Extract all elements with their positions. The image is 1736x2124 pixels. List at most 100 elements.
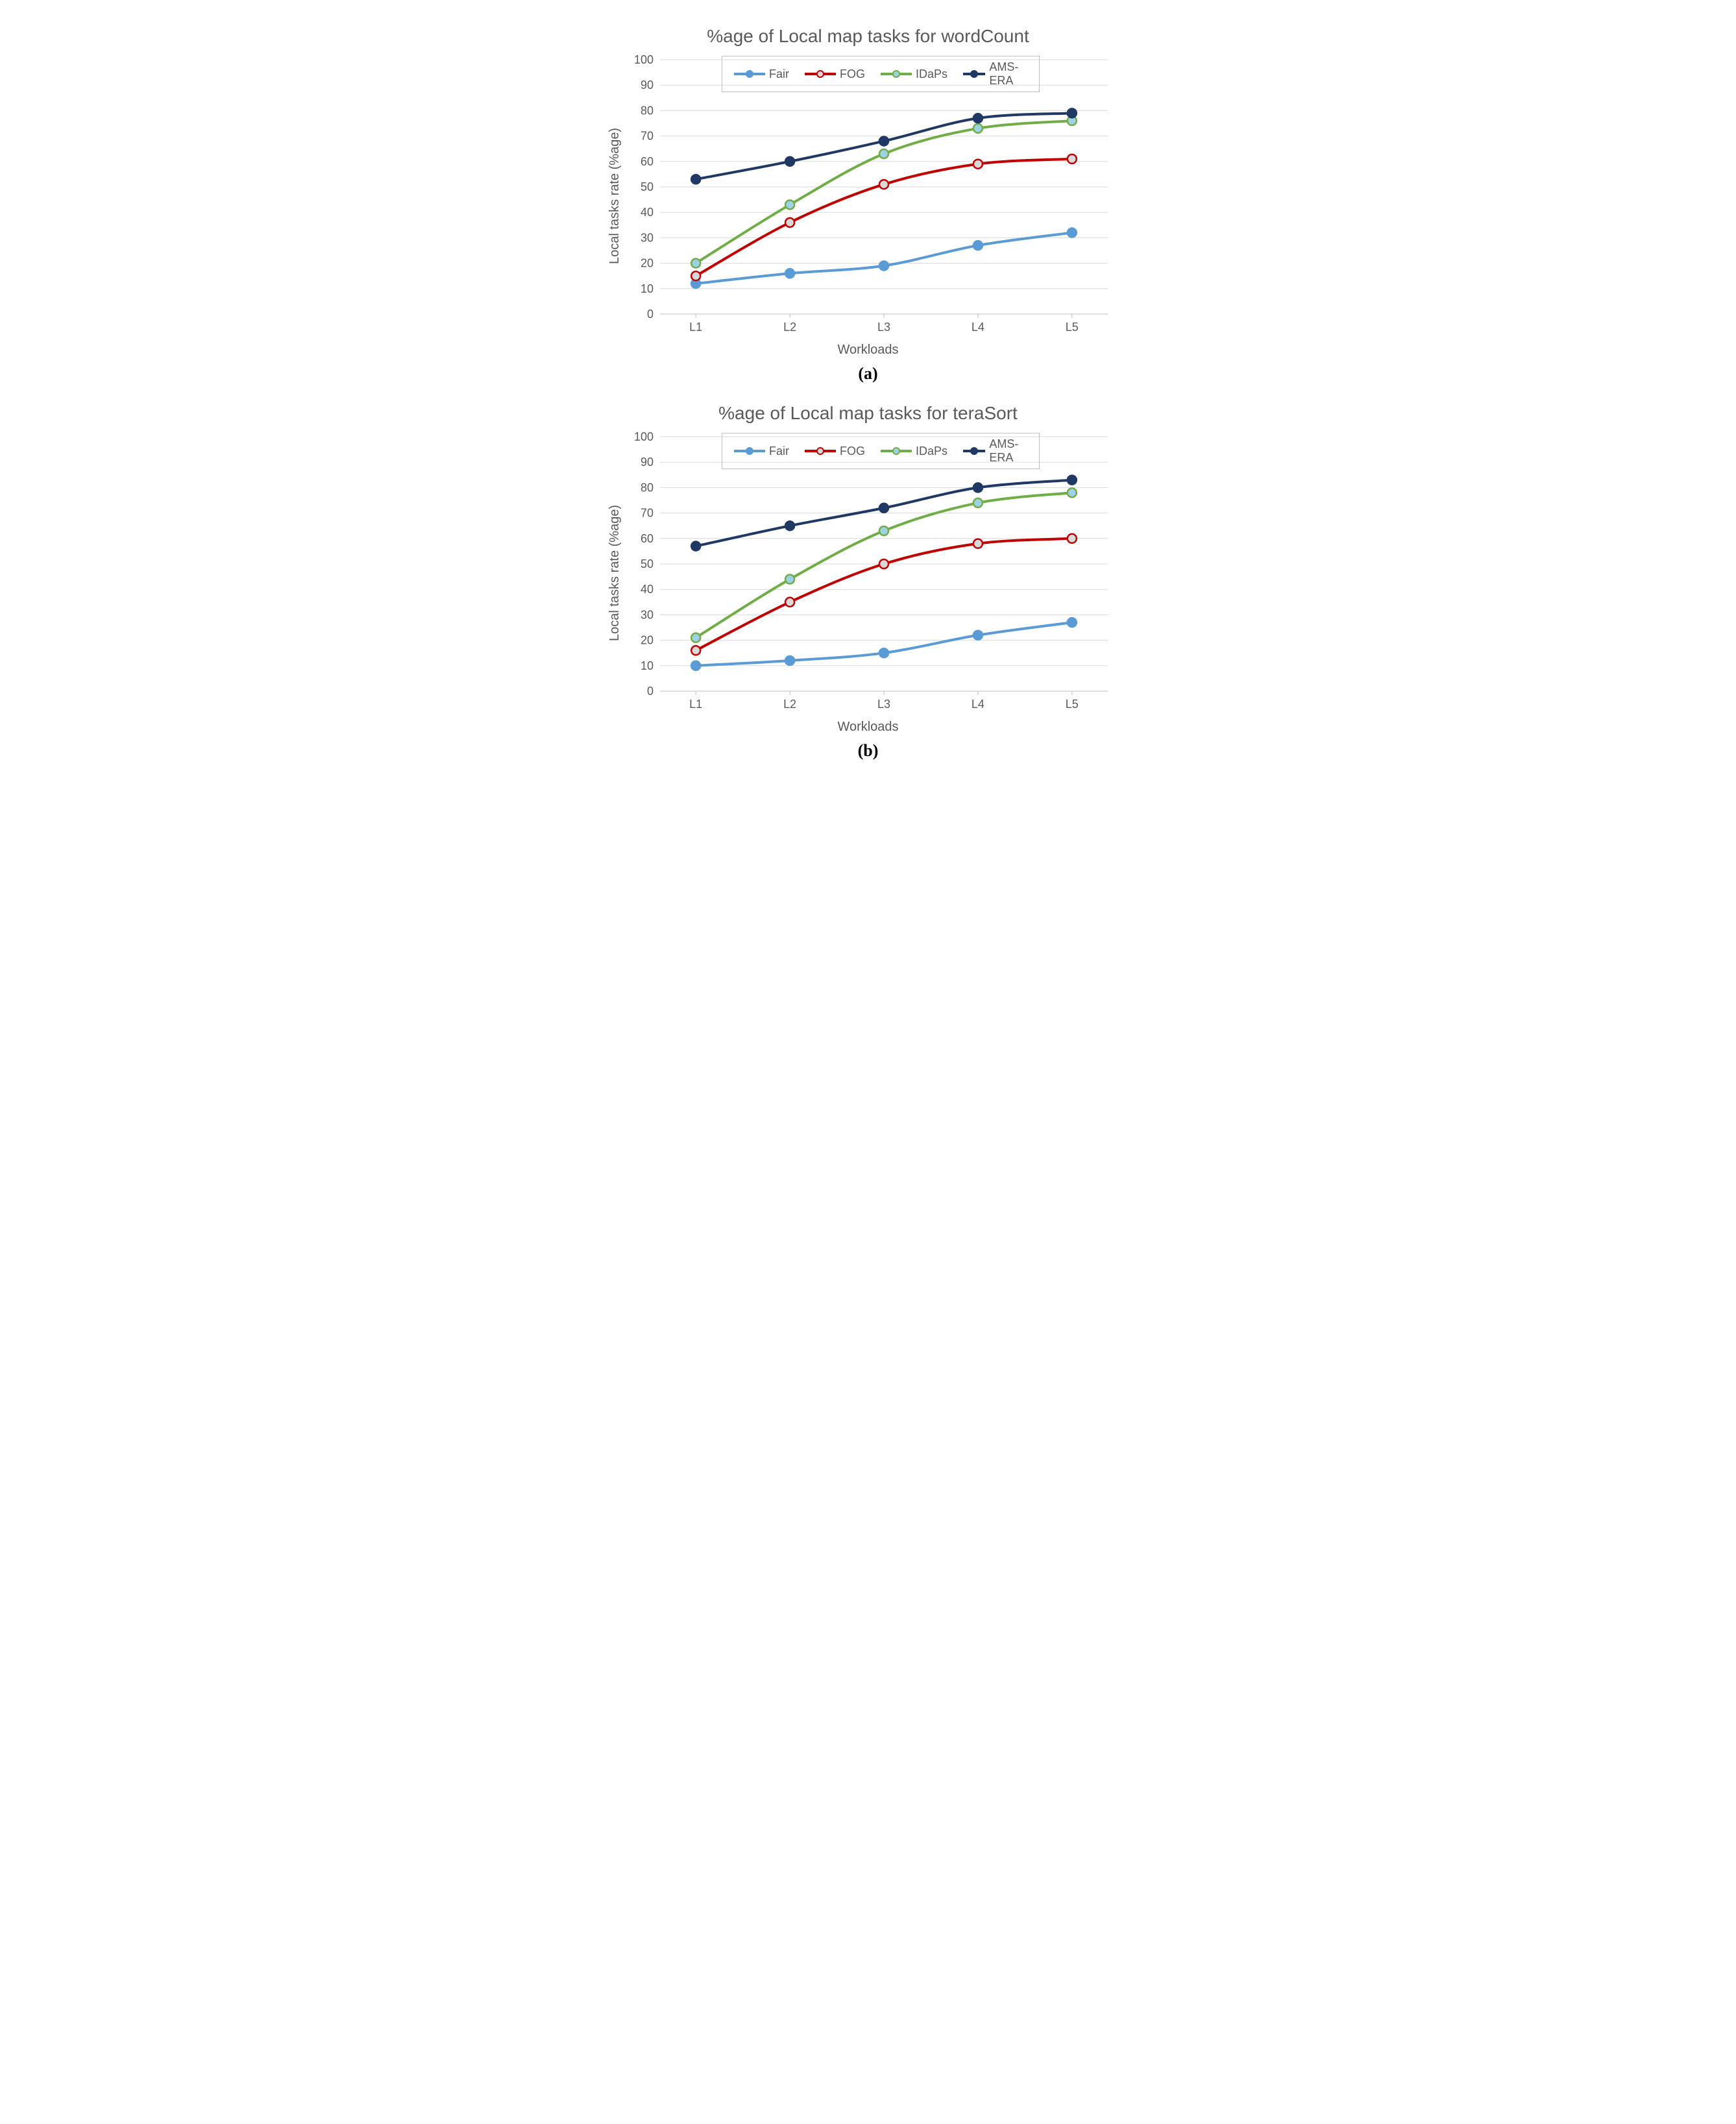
y-tick-label: 40 xyxy=(640,583,653,596)
x-tick-label: L4 xyxy=(971,321,984,334)
series-marker xyxy=(973,483,982,492)
series-marker xyxy=(785,575,794,584)
series-marker xyxy=(879,648,888,657)
legend-item: FOG xyxy=(805,437,865,465)
y-tick-label: 70 xyxy=(640,130,653,143)
y-tick-label: 90 xyxy=(640,456,653,469)
series-marker xyxy=(973,124,982,133)
series-marker xyxy=(879,504,888,513)
x-tick-label: L1 xyxy=(689,321,702,334)
y-tick-label: 0 xyxy=(646,308,653,321)
y-axis-label: Local tasks rate (%age) xyxy=(602,430,628,716)
legend-item: Fair xyxy=(734,437,789,465)
legend-swatch xyxy=(734,69,765,79)
y-tick-label: 90 xyxy=(640,79,653,92)
series-marker xyxy=(973,631,982,640)
legend-item: FOG xyxy=(805,60,865,88)
legend: Fair FOG IDaPs AMS-ERA xyxy=(722,56,1040,92)
series-marker xyxy=(1067,618,1076,627)
legend-holder: Fair FOG IDaPs AMS-ERA xyxy=(722,433,1040,474)
x-tick-label: L4 xyxy=(971,698,984,711)
y-tick-label: 30 xyxy=(640,231,653,244)
legend-swatch xyxy=(734,446,765,456)
y-axis-label: Local tasks rate (%age) xyxy=(602,53,628,339)
series-marker xyxy=(973,114,982,123)
series-marker xyxy=(785,656,794,665)
legend-label: FOG xyxy=(840,67,865,81)
series-marker xyxy=(691,271,700,280)
y-tick-label: 80 xyxy=(640,481,653,494)
y-tick-label: 20 xyxy=(640,257,653,270)
legend-label: IDaPs xyxy=(916,445,947,458)
legend-label: Fair xyxy=(769,67,789,81)
legend-swatch xyxy=(881,446,912,456)
series-marker xyxy=(785,218,794,227)
y-tick-label: 0 xyxy=(646,685,653,698)
legend-label: AMS-ERA xyxy=(989,60,1027,88)
legend-swatch xyxy=(805,69,836,79)
legend-item: AMS-ERA xyxy=(963,60,1027,88)
legend: Fair FOG IDaPs AMS-ERA xyxy=(722,433,1040,469)
x-tick-label: L1 xyxy=(689,698,702,711)
subcaption: (a) xyxy=(602,364,1134,384)
chart-chart_a: %age of Local map tasks for wordCountLoc… xyxy=(602,26,1134,384)
plot-wrapper: Local tasks rate (%age)01020304050607080… xyxy=(602,53,1134,339)
x-axis-label: Workloads xyxy=(602,720,1134,735)
y-tick-label: 60 xyxy=(640,155,653,168)
series-marker xyxy=(973,160,982,169)
charts-root: %age of Local map tasks for wordCountLoc… xyxy=(26,26,1710,761)
series-marker xyxy=(1067,154,1076,164)
y-tick-label: 60 xyxy=(640,532,653,545)
plot-area: 0102030405060708090100L1L2L3L4L5FairFOGI… xyxy=(628,430,1134,716)
x-tick-label: L2 xyxy=(783,321,796,334)
series-marker xyxy=(1067,476,1076,485)
y-tick-label: 50 xyxy=(640,557,653,570)
y-tick-label: 20 xyxy=(640,634,653,647)
series-line xyxy=(696,233,1072,284)
series-marker xyxy=(691,661,700,670)
legend-item: AMS-ERA xyxy=(963,437,1027,465)
x-tick-label: L5 xyxy=(1065,698,1078,711)
plot-wrapper: Local tasks rate (%age)01020304050607080… xyxy=(602,430,1134,716)
series-marker xyxy=(879,262,888,271)
y-tick-label: 100 xyxy=(633,430,653,443)
y-tick-label: 50 xyxy=(640,180,653,193)
legend-item: IDaPs xyxy=(881,437,947,465)
series-marker xyxy=(691,633,700,642)
y-tick-label: 30 xyxy=(640,608,653,621)
series-marker xyxy=(879,526,888,535)
legend-swatch xyxy=(963,446,985,456)
series-marker xyxy=(691,259,700,268)
subcaption: (b) xyxy=(602,741,1134,761)
series-marker xyxy=(785,521,794,530)
series-marker xyxy=(879,136,888,145)
series-marker xyxy=(1067,228,1076,238)
series-marker xyxy=(691,542,700,551)
y-tick-label: 40 xyxy=(640,206,653,219)
y-tick-label: 100 xyxy=(633,53,653,66)
chart-chart_b: %age of Local map tasks for teraSortLoca… xyxy=(602,403,1134,761)
series-marker xyxy=(785,598,794,607)
series-marker xyxy=(879,149,888,158)
legend-label: FOG xyxy=(840,445,865,458)
series-marker xyxy=(785,157,794,166)
legend-swatch xyxy=(805,446,836,456)
x-tick-label: L3 xyxy=(877,321,890,334)
x-tick-label: L5 xyxy=(1065,321,1078,334)
x-tick-label: L2 xyxy=(783,698,796,711)
legend-label: AMS-ERA xyxy=(989,437,1027,465)
y-tick-label: 10 xyxy=(640,659,653,672)
series-marker xyxy=(879,180,888,189)
series-line xyxy=(696,159,1072,276)
legend-swatch xyxy=(881,69,912,79)
series-line xyxy=(696,622,1072,666)
series-marker xyxy=(973,539,982,548)
series-marker xyxy=(973,241,982,250)
series-marker xyxy=(1067,488,1076,497)
legend-holder: Fair FOG IDaPs AMS-ERA xyxy=(722,56,1040,97)
series-marker xyxy=(691,175,700,184)
legend-item: IDaPs xyxy=(881,60,947,88)
legend-label: Fair xyxy=(769,445,789,458)
x-tick-label: L3 xyxy=(877,698,890,711)
series-marker xyxy=(973,498,982,507)
